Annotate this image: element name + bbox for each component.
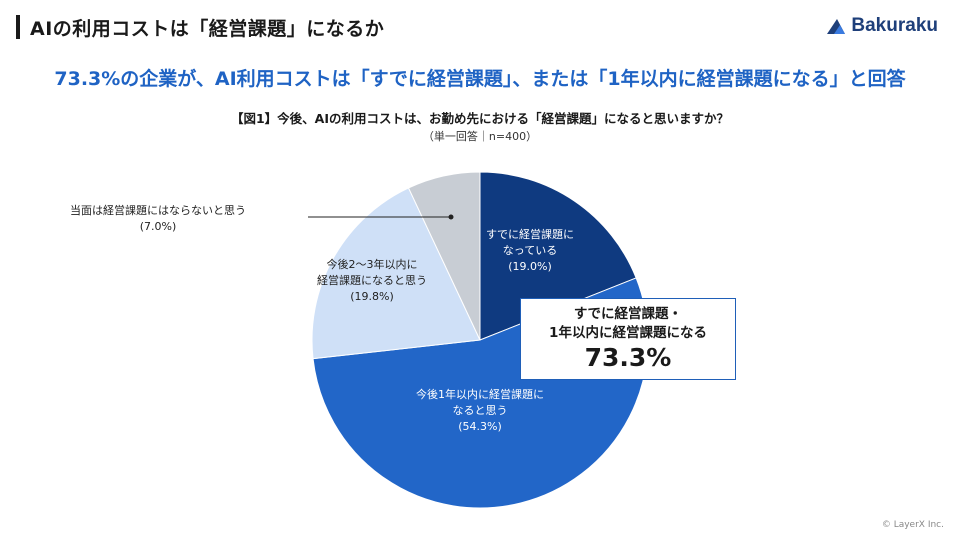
slice-label-line: (19.0%)	[508, 260, 552, 273]
slice-label-line: なっている	[503, 244, 557, 257]
slice-label: 今後1年以内に経営課題になると思う (54.3%)	[416, 387, 544, 433]
slice-label-line: (54.3%)	[458, 420, 502, 433]
callout-value: 73.3%	[584, 343, 672, 372]
pie-slice	[407, 171, 481, 341]
slice-label-line: (19.8%)	[350, 290, 394, 303]
title-accent-bar	[16, 15, 20, 39]
callout-line-2: 1年以内に経営課題になる	[549, 325, 707, 341]
slice-label-line: 経営課題になると思う	[317, 273, 427, 287]
page-title: AIの利用コストは「経営課題」になるか	[30, 18, 385, 40]
slice-label: 今後2〜3年以内に経営課題になると思う (19.8%)	[317, 257, 427, 303]
slice-label-line: 今後2〜3年以内に	[327, 257, 418, 271]
slice-label: すでに経営課題になっている (19.0%)	[486, 227, 574, 273]
headline: 73.3%の企業が、AI利用コストは「すでに経営課題」、または「1年以内に経営課…	[54, 68, 906, 90]
chart-subtitle: （単一回答｜n=400）	[422, 130, 538, 143]
slice-label-line: (7.0%)	[139, 220, 177, 233]
summary-callout: すでに経営課題・ 1年以内に経営課題になる 73.3%	[520, 298, 736, 380]
slice-label-external: 当面は経営課題にはならないと思う (7.0%)	[70, 203, 246, 235]
slice-label-line: 今後1年以内に経営課題に	[416, 387, 544, 401]
chart-title: 【図1】今後、AIの利用コストは、お勤め先における「経営課題」になると思いますか…	[230, 111, 730, 126]
leader-dot	[448, 214, 454, 220]
slice-label-line: すでに経営課題に	[486, 227, 574, 241]
pie-slice	[311, 187, 481, 360]
bakuraku-logo-icon	[827, 19, 846, 34]
logo-text: Bakuraku	[851, 15, 938, 36]
callout-line-1: すでに経営課題・	[573, 306, 683, 322]
bakuraku-logo: Bakuraku	[825, 15, 938, 37]
pie-slice	[479, 171, 637, 341]
copyright: © LayerX Inc.	[881, 520, 944, 530]
slice-label-line: なると思う	[453, 404, 508, 417]
slice-label-line: 当面は経営課題にはならないと思う	[70, 204, 246, 217]
